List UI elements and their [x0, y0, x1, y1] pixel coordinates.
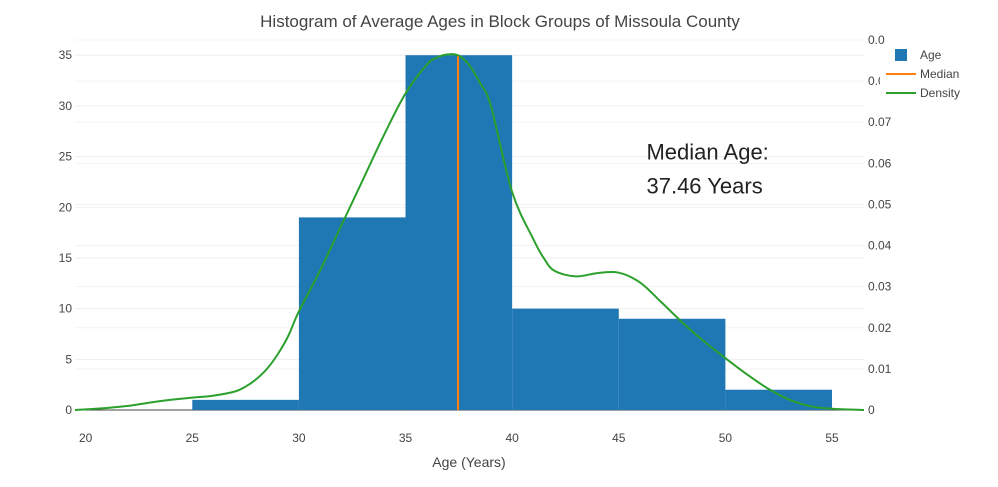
histogram-bar[interactable]: [192, 399, 299, 410]
y2-tick-label: 0.0: [868, 33, 885, 47]
y-tick-label: 30: [59, 99, 73, 113]
y2-tick-label: 0.05: [868, 197, 892, 211]
legend-label[interactable]: Density: [920, 86, 960, 100]
tick-labels: 20 25 30 35 40 45 50 55 0 5 10 15 20 25 30 35 0 0.01 0.02 0…: [59, 33, 892, 445]
y2-tick-label: 0.04: [868, 239, 892, 253]
density-curve[interactable]: [74, 53, 865, 411]
annotation-line-2: 37.46 Years: [646, 174, 762, 199]
chart-title: Histogram of Average Ages in Block Group…: [260, 12, 740, 31]
x-tick-label: 25: [186, 431, 200, 445]
x-tick-label: 50: [719, 431, 733, 445]
y-tick-label: 15: [59, 251, 73, 265]
histogram-bar[interactable]: [298, 217, 406, 410]
legend-swatch-bar[interactable]: [895, 49, 907, 61]
y-tick-label: 10: [59, 302, 73, 316]
y2-tick-label: 0.06: [868, 156, 892, 170]
x-tick-label: 30: [292, 431, 306, 445]
histogram-bar[interactable]: [618, 318, 726, 410]
x-tick-label: 35: [399, 431, 413, 445]
legend-label[interactable]: Age: [920, 48, 942, 62]
y-tick-label: 20: [59, 200, 73, 214]
chart-lines: [74, 53, 865, 411]
y-tick-label: 0: [65, 403, 72, 417]
y-tick-label: 5: [65, 352, 72, 366]
median-annotation: Median Age: 37.46 Years: [646, 140, 768, 199]
legend[interactable]: Age Median Density: [880, 44, 986, 102]
legend-label[interactable]: Median: [920, 67, 959, 81]
x-tick-label: 40: [505, 431, 519, 445]
y-tick-label: 25: [59, 150, 73, 164]
x-axis-title: Age (Years): [432, 454, 505, 470]
histogram-bars: [192, 55, 833, 411]
y2-tick-label: 0.02: [868, 321, 892, 335]
y2-tick-label: 0.01: [868, 362, 892, 376]
x-tick-label: 20: [79, 431, 93, 445]
x-tick-label: 45: [612, 431, 626, 445]
x-tick-label: 55: [825, 431, 839, 445]
y2-tick-label: 0.03: [868, 280, 892, 294]
y2-tick-label: 0: [868, 403, 875, 417]
histogram-bar[interactable]: [512, 308, 619, 410]
annotation-line-1: Median Age:: [646, 140, 768, 165]
y-tick-label: 35: [59, 48, 73, 62]
y2-tick-label: 0.07: [868, 115, 892, 129]
